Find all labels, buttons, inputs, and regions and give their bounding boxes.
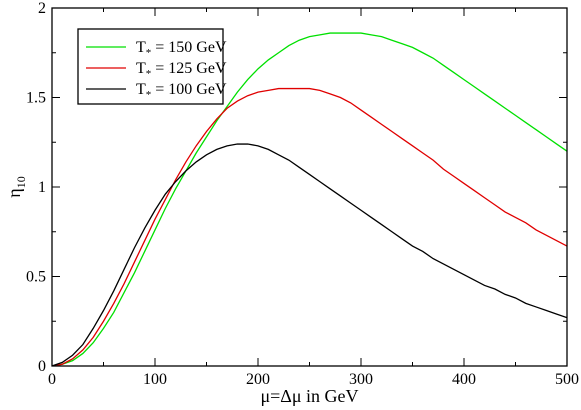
x-axis-title: μ=Δμ in GeV	[260, 386, 358, 406]
series-layer	[52, 32, 567, 366]
series-line-3	[52, 143, 567, 366]
y-tick-label: 1	[38, 179, 46, 196]
y-tick-label: 0	[38, 358, 46, 375]
x-tick-label: 100	[143, 371, 167, 388]
legend-label-1: T* = 150 GeV	[136, 39, 227, 59]
y-tick-label: 2	[38, 0, 46, 17]
legend-box	[77, 28, 224, 105]
series-line-1	[52, 32, 567, 366]
y-tick-label: 1.5	[26, 90, 46, 107]
y-axis-title: η10	[4, 176, 28, 197]
y-tick-label: 0.5	[26, 269, 46, 286]
series-line-2	[52, 87, 567, 366]
x-tick-label: 0	[48, 371, 56, 388]
x-tick-label: 400	[452, 371, 476, 388]
x-tick-label: 500	[555, 371, 579, 388]
ticks-layer	[51, 7, 568, 367]
y-axis-title-main: η	[4, 188, 24, 197]
y-axis-title-sub: 10	[14, 176, 28, 188]
legend-label-3: T* = 100 GeV	[136, 81, 227, 101]
x-tick-label: 300	[349, 371, 373, 388]
tick-labels-layer: 0 100 200 300 400 500 0 0.5 1 1.5 2	[26, 0, 579, 388]
legend-label-2: T* = 125 GeV	[136, 60, 227, 80]
x-tick-label: 200	[246, 371, 270, 388]
